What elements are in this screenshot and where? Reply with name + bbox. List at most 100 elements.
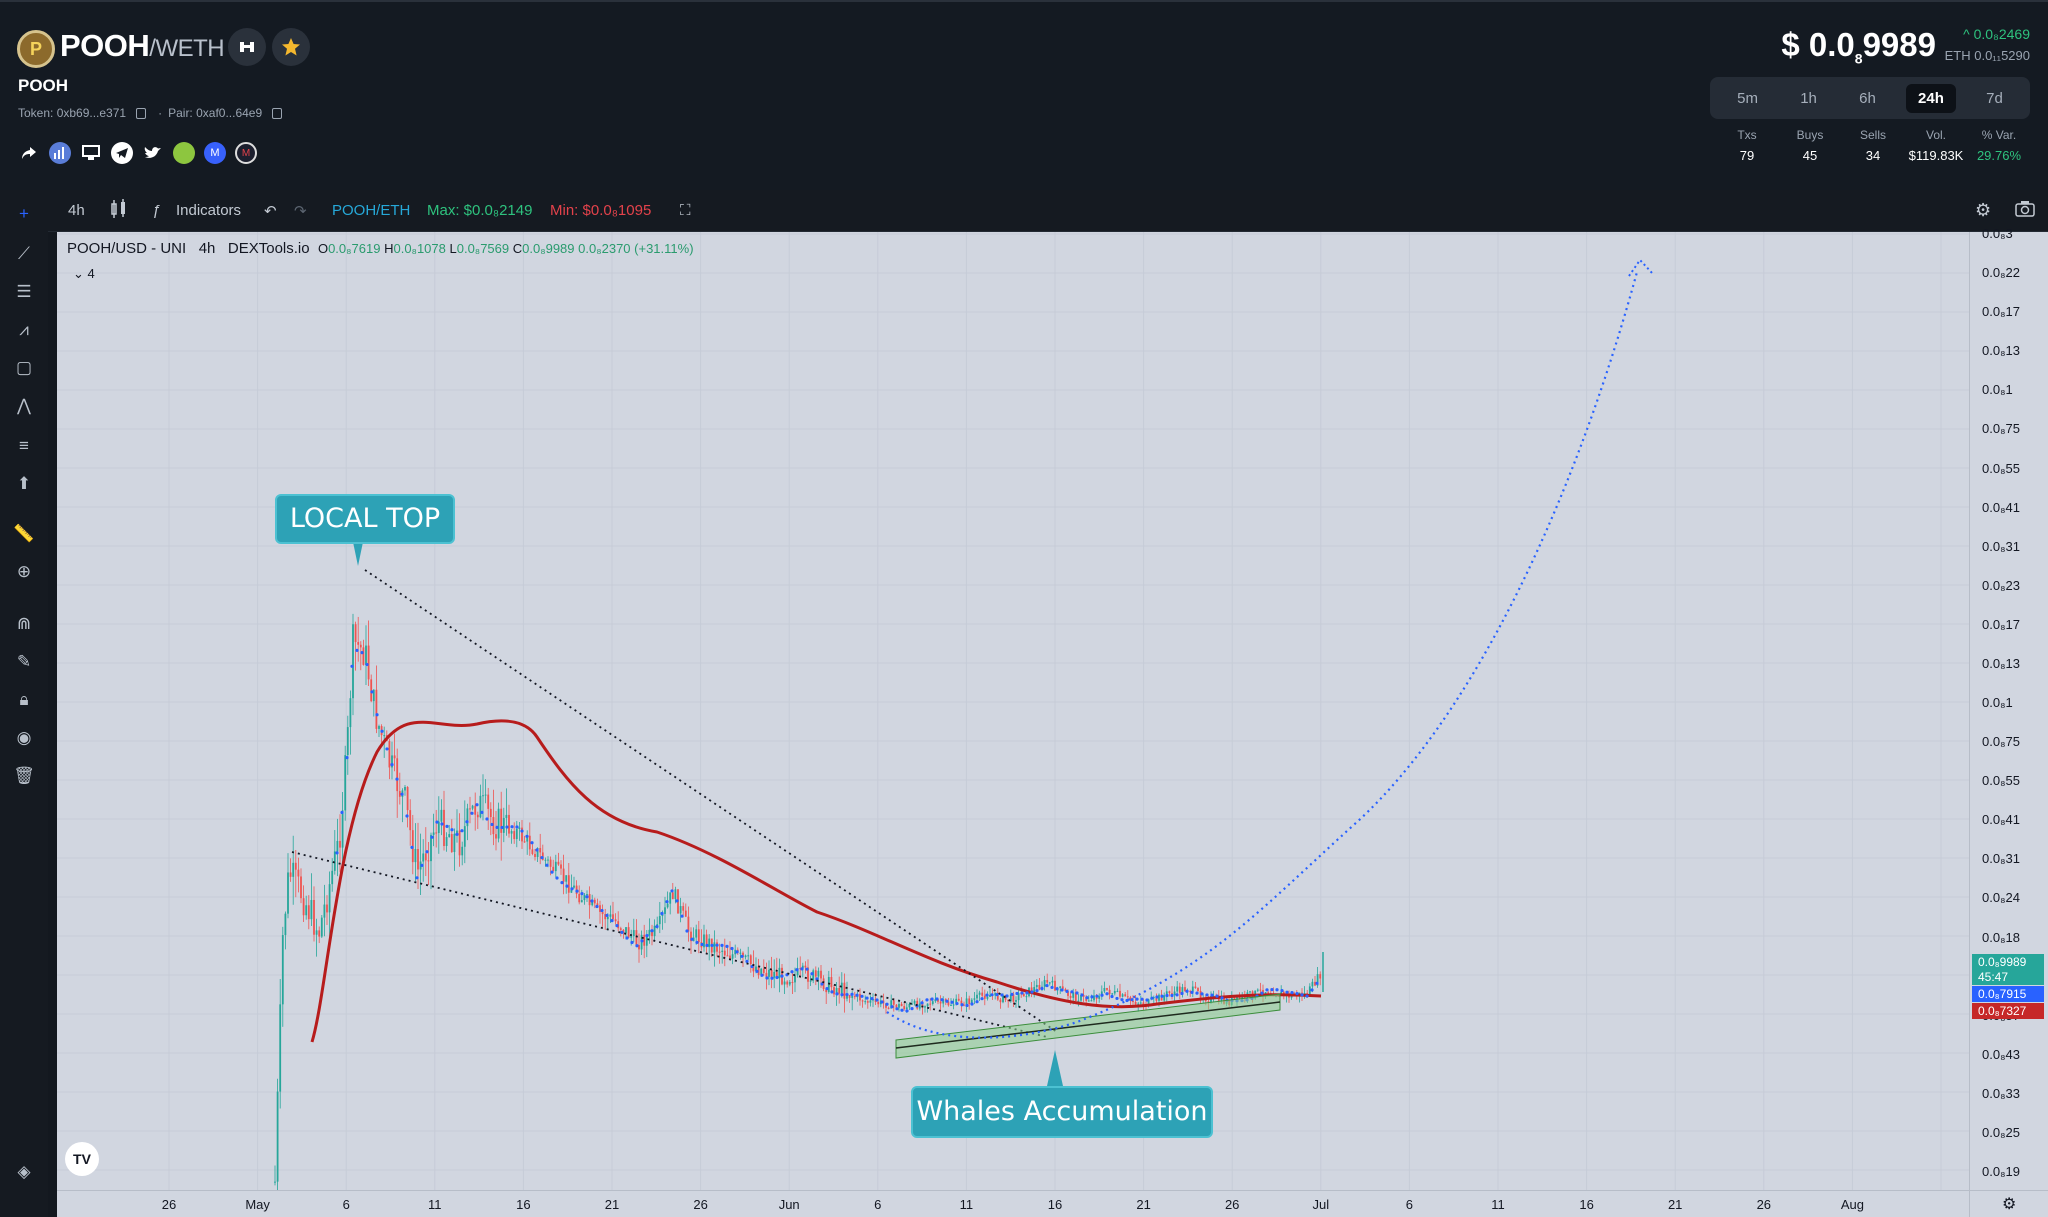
layers-icon[interactable]: ◈	[17, 1162, 31, 1181]
favorite-star-icon[interactable]	[272, 28, 310, 66]
fullscreen-icon[interactable]: ⛶	[680, 202, 691, 219]
candle-body	[614, 919, 617, 922]
lock-icon[interactable]: 🔒︎	[19, 690, 29, 709]
undo-icon[interactable]: ↶	[264, 203, 277, 220]
candle-body	[307, 905, 310, 920]
indicators-button[interactable]: Indicators	[176, 202, 242, 219]
projection-icon[interactable]: ≡	[19, 436, 29, 455]
price-change: ^ 0.0₈2469	[1963, 26, 2030, 42]
magnet-icon[interactable]: ⋒	[16, 614, 32, 633]
candle-body	[505, 814, 508, 818]
tab-7d[interactable]: 7d	[1986, 89, 2003, 107]
coingecko-icon[interactable]	[173, 142, 195, 164]
zoom-in-icon[interactable]: ⊕	[16, 562, 32, 581]
tab-1h[interactable]: 1h	[1800, 89, 1817, 107]
indicators-collapse[interactable]: ⌄ 4	[73, 266, 95, 281]
indicator-dot	[840, 993, 844, 997]
eye-icon[interactable]: ◉	[16, 728, 32, 747]
candle-body	[924, 1006, 926, 1008]
trash-icon[interactable]: 🗑︎	[13, 766, 35, 785]
tab-24h[interactable]: 24h	[1906, 83, 1956, 113]
candle-body	[482, 795, 484, 797]
twitter-icon[interactable]	[142, 142, 164, 164]
indicator-dot	[1285, 990, 1289, 994]
indicator-dot	[445, 824, 449, 829]
candle-body	[294, 862, 297, 870]
candle-body	[1074, 992, 1077, 1001]
chart-icon[interactable]	[49, 142, 71, 164]
local-top-callout[interactable]: LOCAL TOP	[275, 494, 455, 544]
candle-body	[734, 949, 737, 955]
moving-average-line	[310, 719, 1322, 1043]
indicator-dot	[1180, 991, 1184, 996]
candle-body	[952, 1004, 955, 1006]
price-tick: 0.0₈55	[1982, 460, 2020, 476]
axis-settings[interactable]: ⚙	[1969, 1190, 2048, 1217]
dextools-icon[interactable]: M	[235, 142, 257, 164]
trend-line-icon[interactable]: ⟋	[18, 244, 30, 263]
candle-body	[492, 817, 495, 835]
indicator-dot	[745, 959, 749, 963]
indicator-dot	[935, 997, 939, 1001]
ruler-icon[interactable]: 📏	[13, 524, 35, 543]
tab-5m[interactable]: 5m	[1737, 89, 1758, 107]
candle-type-icon[interactable]	[110, 199, 128, 223]
chart-canvas[interactable]	[57, 232, 1969, 1190]
redo-icon[interactable]: ↷	[294, 203, 307, 220]
telegram-icon[interactable]	[111, 142, 133, 164]
indicators-icon[interactable]: ƒ	[152, 202, 161, 219]
tab-6h[interactable]: 6h	[1859, 89, 1876, 107]
candle-body	[567, 875, 570, 893]
candle-body	[1233, 997, 1236, 999]
candle-body	[461, 846, 464, 856]
copy-pair-icon[interactable]	[272, 107, 283, 119]
fib-icon[interactable]: ☰	[16, 282, 32, 301]
coinmarketcap-icon[interactable]: M	[204, 142, 226, 164]
draw-mode-icon[interactable]: ✎	[16, 652, 32, 671]
candle-body	[404, 786, 406, 791]
share-icon[interactable]	[18, 142, 40, 164]
candle-body	[801, 965, 804, 969]
indicator-dot	[885, 1002, 889, 1006]
candle-body	[775, 971, 778, 979]
candle-body	[726, 955, 729, 957]
candle-body	[310, 899, 313, 920]
candle-body	[965, 998, 968, 1006]
price-tick: 0.0₈41	[1982, 812, 2020, 828]
candle-body	[716, 942, 718, 952]
candle-body	[1033, 987, 1036, 993]
candle-body	[1191, 986, 1194, 992]
candle-body	[791, 981, 794, 983]
binoculars-icon[interactable]	[228, 28, 266, 66]
price-tick: 0.0₈13	[1982, 343, 2020, 359]
indicator-dot	[880, 1000, 884, 1004]
website-icon[interactable]	[80, 142, 102, 164]
tradingview-logo[interactable]: TV	[65, 1142, 99, 1176]
text-note-icon[interactable]: ▢	[15, 358, 33, 377]
pair-switch[interactable]: POOH/ETH	[332, 202, 411, 219]
price-tick: 0.0₈1	[1982, 695, 2013, 710]
time-axis[interactable]: 26 May 6 11 16 21 26 Jun 6 11 16 21 26 Jul 6 11 16 21 26 Au…	[57, 1190, 1969, 1217]
camera-icon[interactable]	[2015, 200, 2035, 221]
indicator-dot	[705, 943, 709, 947]
candle-body	[458, 830, 461, 856]
candle-body	[1067, 991, 1069, 996]
candle-body	[1139, 1002, 1142, 1004]
elliott-wave-icon[interactable]: ⋀	[17, 396, 31, 415]
pattern-icon[interactable]: ⩘	[19, 320, 29, 339]
candle-body	[398, 791, 401, 797]
candle-body	[367, 645, 370, 680]
candle-body	[1009, 994, 1012, 1002]
copy-token-icon[interactable]	[136, 107, 147, 119]
quote-symbol: WETH	[155, 35, 225, 62]
price-chart[interactable]: POOH/USD - UNI 4h DEXTools.io O0.0₈7619 …	[57, 232, 1969, 1190]
interval-button[interactable]: 4h	[68, 202, 85, 219]
whales-callout[interactable]: Whales Accumulation	[911, 1086, 1213, 1138]
price-axis[interactable]: 0.0₈3 0.0₈22 0.0₈17 0.0₈13 0.0₈1 0.0₈75 0.0₈55…	[1969, 226, 2048, 1190]
settings-icon[interactable]: ⚙	[1975, 200, 1992, 220]
candle-body	[453, 833, 456, 852]
arrow-up-icon[interactable]: ⬆	[16, 474, 32, 493]
indicator-dot	[945, 999, 949, 1003]
candle-body	[1249, 991, 1251, 993]
crosshair-icon[interactable]: +	[19, 204, 29, 223]
